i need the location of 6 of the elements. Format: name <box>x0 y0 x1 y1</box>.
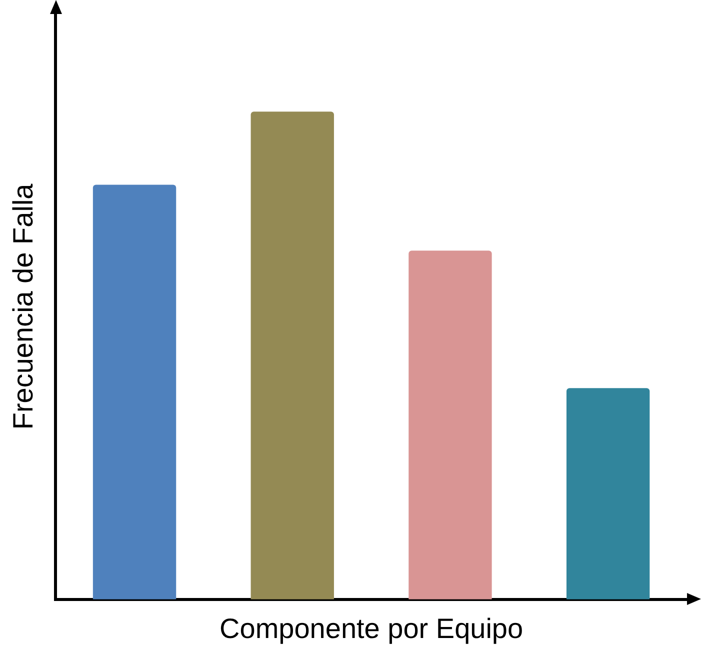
bar <box>408 250 492 600</box>
bar <box>566 388 650 600</box>
bar <box>250 112 334 600</box>
bar <box>92 184 176 600</box>
y-axis-title: Frecuencia de Falla <box>8 183 39 430</box>
x-axis-title: Componente por Equipo <box>220 612 524 644</box>
